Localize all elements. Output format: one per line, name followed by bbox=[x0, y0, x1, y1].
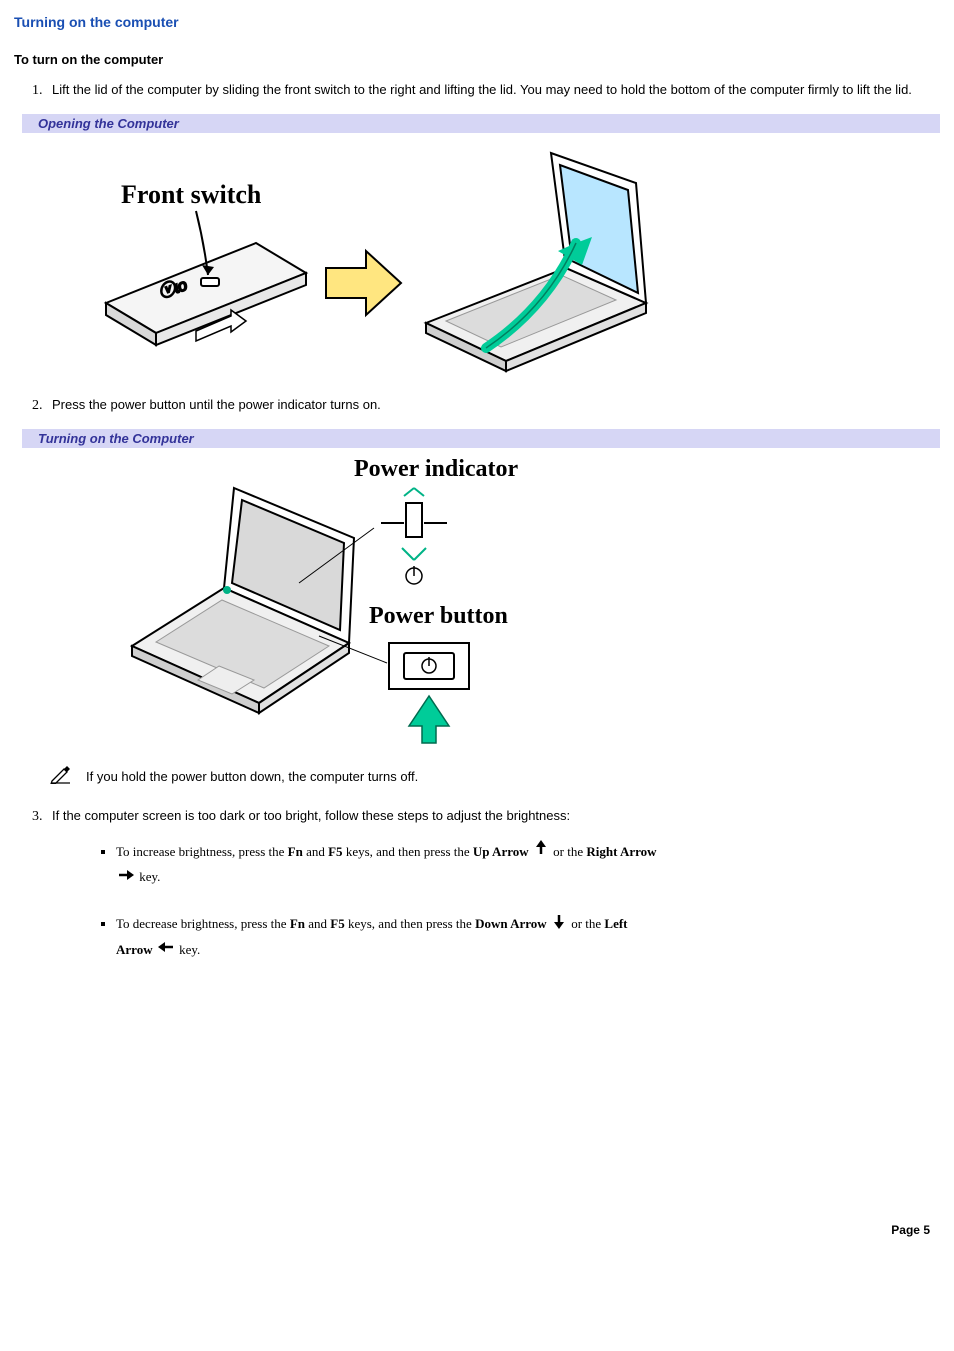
step-1-text: Lift the lid of the computer by sliding … bbox=[52, 81, 940, 100]
key-left-arrow-cont: Arrow bbox=[116, 942, 153, 957]
up-arrow-icon bbox=[534, 840, 548, 865]
key-down-arrow: Down Arrow bbox=[475, 916, 547, 931]
key-f5: F5 bbox=[328, 844, 342, 859]
steps-list-3: If the computer screen is too dark or to… bbox=[14, 807, 940, 963]
txt: key. bbox=[139, 869, 160, 884]
step-2: Press the power button until the power i… bbox=[46, 396, 940, 415]
key-up-arrow: Up Arrow bbox=[473, 844, 529, 859]
open-laptop-illustration bbox=[426, 153, 646, 371]
caption-turning-on: Turning on the Computer bbox=[14, 429, 940, 448]
caption-opening: Opening the Computer bbox=[14, 114, 940, 133]
section-title: Turning on the computer bbox=[14, 14, 940, 30]
txt: or the bbox=[553, 844, 586, 859]
right-arrow-icon bbox=[118, 866, 134, 891]
txt: keys, and then press the bbox=[348, 916, 475, 931]
step-3-text: If the computer screen is too dark or to… bbox=[52, 807, 940, 826]
key-right-arrow: Right Arrow bbox=[586, 844, 656, 859]
left-arrow-icon bbox=[158, 938, 174, 963]
txt: key. bbox=[179, 942, 200, 957]
subheading: To turn on the computer bbox=[14, 52, 940, 67]
steps-list: Lift the lid of the computer by sliding … bbox=[14, 81, 940, 100]
bullet-increase: To increase brightness, press the Fn and… bbox=[116, 840, 940, 891]
txt: or the bbox=[571, 916, 604, 931]
txt: To decrease brightness, press the bbox=[116, 916, 290, 931]
note-row: If you hold the power button down, the c… bbox=[50, 766, 940, 787]
key-left-arrow: Left bbox=[604, 916, 627, 931]
figure-opening-computer: Front switch ⓥɩᴏ bbox=[14, 133, 940, 378]
step-1: Lift the lid of the computer by sliding … bbox=[46, 81, 940, 100]
txt: keys, and then press the bbox=[346, 844, 473, 859]
page-footer: Page 5 bbox=[14, 1223, 940, 1237]
step-3: If the computer screen is too dark or to… bbox=[46, 807, 940, 963]
label-power-indicator: Power indicator bbox=[354, 456, 519, 482]
txt: and bbox=[306, 844, 328, 859]
key-fn: Fn bbox=[290, 916, 305, 931]
big-arrow-icon bbox=[326, 251, 401, 315]
label-power-button: Power button bbox=[369, 603, 508, 629]
txt: To increase brightness, press the bbox=[116, 844, 288, 859]
key-fn: Fn bbox=[288, 844, 303, 859]
step-2-text: Press the power button until the power i… bbox=[52, 396, 940, 415]
laptop-illustration bbox=[132, 488, 354, 713]
pencil-note-icon bbox=[50, 766, 72, 787]
txt: and bbox=[308, 916, 330, 931]
key-f5: F5 bbox=[330, 916, 344, 931]
bullet-decrease: To decrease brightness, press the Fn and… bbox=[116, 912, 940, 963]
label-front-switch: Front switch bbox=[121, 180, 262, 209]
steps-list-cont: Press the power button until the power i… bbox=[14, 396, 940, 415]
note-text: If you hold the power button down, the c… bbox=[86, 769, 418, 784]
down-arrow-icon bbox=[552, 913, 566, 938]
figure-turning-on: Power indicator Power button bbox=[14, 448, 940, 748]
brightness-bullets: To increase brightness, press the Fn and… bbox=[52, 840, 940, 963]
